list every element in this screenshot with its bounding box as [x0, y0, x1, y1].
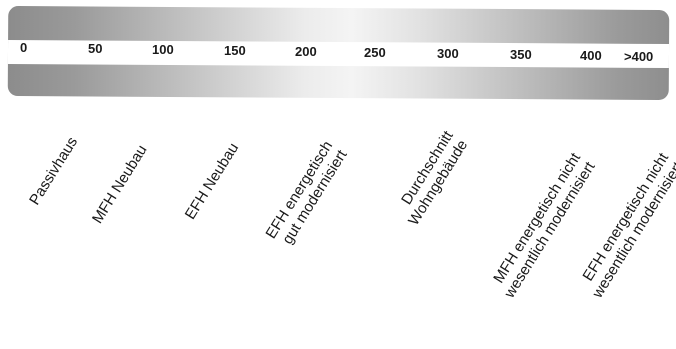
category-label-line: EFH Neubau — [182, 140, 243, 223]
category-label-mfh-neubau: MFH Neubau — [89, 142, 151, 227]
scale-band-gap — [7, 40, 670, 69]
category-label-line: wesentlich modernisiert — [589, 159, 676, 301]
tick-label: 250 — [364, 45, 386, 60]
category-label-passivhaus: Passivhaus — [26, 134, 81, 208]
category-label-line: MFH energetisch nicht — [490, 150, 585, 287]
category-label-line: MFH Neubau — [88, 142, 151, 227]
tick-label: 0 — [20, 40, 28, 55]
tick-label: 300 — [437, 46, 459, 61]
category-label-line: Passivhaus — [26, 134, 82, 209]
tick-label: 50 — [88, 41, 103, 56]
tick-label: 100 — [152, 42, 174, 57]
scale-band — [7, 6, 670, 101]
category-label-efh-gut-modernisiert: EFH energetisch gut modernisiert — [263, 138, 351, 251]
tick-label: >400 — [624, 49, 654, 64]
tick-label: 150 — [224, 43, 246, 58]
tick-label: 400 — [580, 48, 602, 63]
tick-label: 200 — [295, 44, 317, 59]
category-label-durchschnitt: Durchschnitt Wohngebäude — [390, 128, 471, 229]
tick-label: 350 — [510, 47, 532, 62]
category-label-efh-neubau: EFH Neubau — [182, 140, 242, 223]
